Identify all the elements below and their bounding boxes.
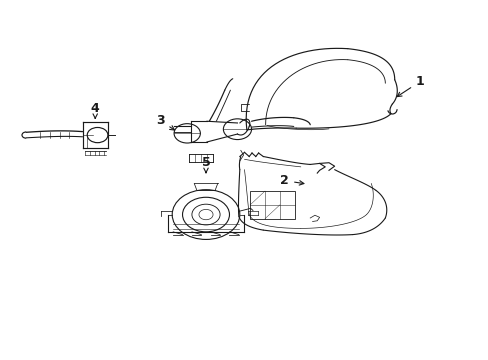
Text: 2: 2 bbox=[280, 174, 303, 187]
Bar bbox=[250, 191, 294, 219]
Text: 1: 1 bbox=[396, 75, 424, 96]
Text: 4: 4 bbox=[91, 102, 100, 118]
Text: 5: 5 bbox=[201, 156, 210, 173]
Text: 3: 3 bbox=[156, 114, 174, 130]
